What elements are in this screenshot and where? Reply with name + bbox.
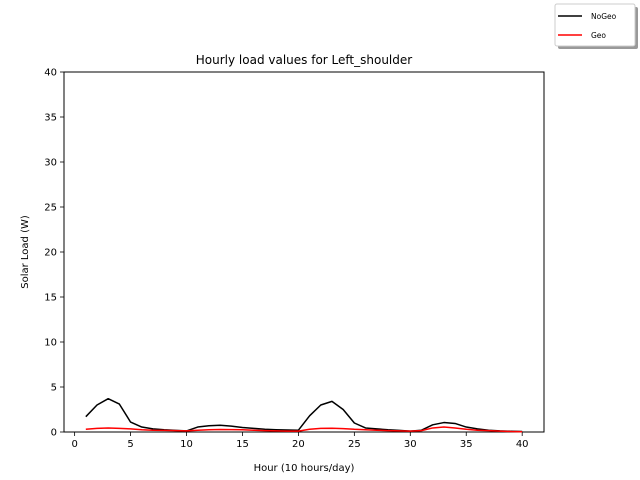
y-axis-title: Solar Load (W)	[20, 215, 31, 289]
y-tick-label: 40	[44, 68, 57, 79]
x-tick-label: 30	[404, 439, 417, 450]
y-tick-label: 5	[51, 383, 57, 394]
series-line-geo	[85, 426, 523, 433]
y-axis: 0 5 10 15 20 25 30 35 40	[44, 68, 64, 439]
chart-title: Hourly load values for Left_shoulder	[196, 53, 412, 67]
x-axis: 0 5 10 15 20 25 30 35 40	[71, 432, 529, 450]
y-tick-label: 30	[44, 158, 57, 169]
x-tick-label: 20	[292, 439, 305, 450]
series-lines	[85, 397, 523, 433]
x-tick-label: 15	[236, 439, 249, 450]
y-tick-label: 0	[51, 428, 57, 439]
y-tick-label: 10	[44, 338, 57, 349]
x-tick-label: 0	[71, 439, 77, 450]
legend-label-geo: Geo	[591, 31, 606, 40]
x-axis-title: Hour (10 hours/day)	[254, 463, 355, 474]
y-tick-label: 20	[44, 248, 57, 259]
y-tick-label: 15	[44, 293, 57, 304]
x-tick-label: 35	[460, 439, 473, 450]
x-tick-label: 5	[127, 439, 133, 450]
legend: NoGeo Geo	[554, 3, 638, 49]
x-tick-label: 40	[516, 439, 529, 450]
x-tick-label: 10	[180, 439, 193, 450]
y-tick-label: 25	[44, 203, 57, 214]
y-tick-label: 35	[44, 113, 57, 124]
x-tick-label: 25	[348, 439, 361, 450]
legend-label-nogeo: NoGeo	[591, 12, 617, 21]
series-line-nogeo	[85, 397, 523, 433]
